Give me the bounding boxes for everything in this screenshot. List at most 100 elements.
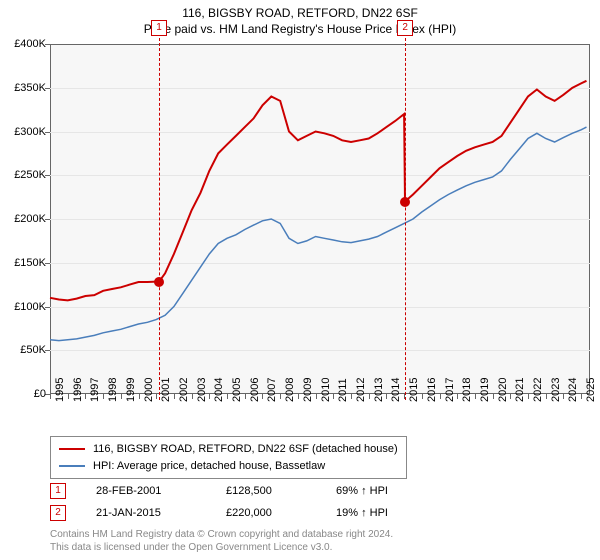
xtick-label: 2007 (266, 378, 278, 402)
xtick-mark (422, 394, 423, 399)
xtick-mark (563, 394, 564, 399)
legend-label-property: 116, BIGSBY ROAD, RETFORD, DN22 6SF (det… (93, 441, 398, 458)
footer-line-2: This data is licensed under the Open Gov… (50, 541, 393, 554)
sale-date-1: 28-FEB-2001 (96, 485, 196, 497)
ytick-label: £400K (14, 38, 46, 50)
series-line-property (50, 81, 587, 301)
xtick-mark (50, 394, 51, 399)
xtick-mark (404, 394, 405, 399)
sale-price-1: £128,500 (226, 485, 306, 497)
sale-flag-1: 1 (151, 20, 167, 36)
xtick-mark (174, 394, 175, 399)
xtick-mark (298, 394, 299, 399)
sale-marker-1: 1 (50, 483, 66, 499)
sale-vertical-line (159, 38, 160, 400)
xtick-label: 2009 (302, 378, 314, 402)
ytick-label: £50K (20, 344, 46, 356)
xtick-label: 2014 (390, 378, 402, 402)
xtick-mark (546, 394, 547, 399)
legend-item-hpi: HPI: Average price, detached house, Bass… (59, 458, 398, 475)
xtick-mark (192, 394, 193, 399)
xtick-label: 2001 (160, 378, 172, 402)
xtick-label: 2023 (550, 378, 562, 402)
xtick-mark (245, 394, 246, 399)
xtick-label: 2013 (373, 378, 385, 402)
xtick-mark (280, 394, 281, 399)
xtick-mark (369, 394, 370, 399)
sale-vertical-line (405, 38, 406, 400)
xtick-label: 2000 (143, 378, 155, 402)
xtick-label: 1997 (89, 378, 101, 402)
legend-item-property: 116, BIGSBY ROAD, RETFORD, DN22 6SF (det… (59, 441, 398, 458)
xtick-label: 2003 (196, 378, 208, 402)
sale-pct-1: 69% ↑ HPI (336, 485, 416, 497)
xtick-label: 2016 (426, 378, 438, 402)
xtick-mark (85, 394, 86, 399)
xtick-mark (333, 394, 334, 399)
sale-row-2: 2 21-JAN-2015 £220,000 19% ↑ HPI (50, 502, 416, 524)
xtick-label: 2002 (178, 378, 190, 402)
ytick-label: £200K (14, 213, 46, 225)
xtick-label: 2017 (444, 378, 456, 402)
legend-swatch-hpi (59, 465, 85, 467)
sale-marker-2: 2 (50, 505, 66, 521)
xtick-label: 2024 (567, 378, 579, 402)
xtick-mark (493, 394, 494, 399)
xtick-label: 2022 (532, 378, 544, 402)
xtick-mark (209, 394, 210, 399)
sale-dot-2 (400, 197, 410, 207)
series-line-hpi (50, 127, 587, 341)
ytick-label: £0 (34, 388, 46, 400)
xtick-mark (103, 394, 104, 399)
legend-swatch-property (59, 448, 85, 450)
sale-row-1: 1 28-FEB-2001 £128,500 69% ↑ HPI (50, 480, 416, 502)
xtick-mark (68, 394, 69, 399)
xtick-label: 2025 (585, 378, 597, 402)
chart-subtitle: Price paid vs. HM Land Registry's House … (0, 22, 600, 40)
xtick-mark (581, 394, 582, 399)
line-series-svg (50, 44, 590, 394)
sale-flag-2: 2 (397, 20, 413, 36)
footer-line-1: Contains HM Land Registry data © Crown c… (50, 528, 393, 541)
xtick-mark (457, 394, 458, 399)
footer-attribution: Contains HM Land Registry data © Crown c… (50, 528, 393, 554)
xtick-label: 1996 (72, 378, 84, 402)
xtick-label: 2018 (461, 378, 473, 402)
xtick-label: 2015 (408, 378, 420, 402)
xtick-mark (528, 394, 529, 399)
xtick-mark (475, 394, 476, 399)
plot-area: 12 £0£50K£100K£150K£200K£250K£300K£350K£… (50, 44, 590, 394)
sale-price-2: £220,000 (226, 507, 306, 519)
xtick-label: 2008 (284, 378, 296, 402)
ytick-label: £150K (14, 257, 46, 269)
xtick-label: 1998 (107, 378, 119, 402)
chart-container: 116, BIGSBY ROAD, RETFORD, DN22 6SF Pric… (0, 0, 600, 560)
sale-date-2: 21-JAN-2015 (96, 507, 196, 519)
xtick-label: 2019 (479, 378, 491, 402)
xtick-mark (316, 394, 317, 399)
xtick-mark (510, 394, 511, 399)
xtick-label: 1999 (125, 378, 137, 402)
ytick-label: £250K (14, 169, 46, 181)
xtick-label: 2020 (497, 378, 509, 402)
sale-dot-1 (154, 277, 164, 287)
xtick-mark (262, 394, 263, 399)
sales-table: 1 28-FEB-2001 £128,500 69% ↑ HPI 2 21-JA… (50, 480, 416, 524)
xtick-label: 2006 (249, 378, 261, 402)
chart-title: 116, BIGSBY ROAD, RETFORD, DN22 6SF (0, 0, 600, 22)
xtick-label: 2012 (355, 378, 367, 402)
xtick-label: 2004 (213, 378, 225, 402)
xtick-mark (139, 394, 140, 399)
legend: 116, BIGSBY ROAD, RETFORD, DN22 6SF (det… (50, 436, 407, 479)
ytick-label: £100K (14, 301, 46, 313)
xtick-mark (156, 394, 157, 399)
xtick-mark (440, 394, 441, 399)
xtick-mark (121, 394, 122, 399)
xtick-mark (351, 394, 352, 399)
xtick-label: 2021 (514, 378, 526, 402)
ytick-label: £350K (14, 82, 46, 94)
xtick-label: 2010 (320, 378, 332, 402)
xtick-label: 1995 (54, 378, 66, 402)
xtick-mark (386, 394, 387, 399)
sale-pct-2: 19% ↑ HPI (336, 507, 416, 519)
